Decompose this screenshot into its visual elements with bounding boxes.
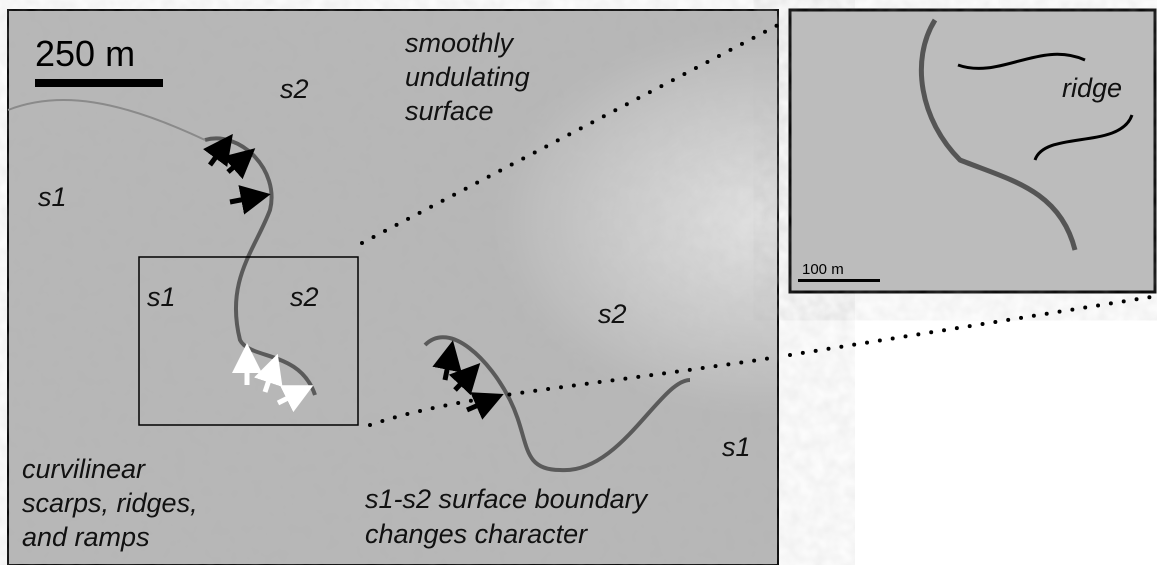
inset-image: 100 m ridge <box>790 10 1155 292</box>
annotation: undulating <box>405 62 530 92</box>
annotation: changes character <box>365 519 588 549</box>
annotation: curvilinear <box>22 454 146 484</box>
surface-label: s1 <box>722 432 751 462</box>
figure: 100 m ridge 250 m s2 s1 s1 s2 s2 s1 smoo… <box>0 0 1157 565</box>
scale-label: 250 m <box>35 33 135 74</box>
annotation: and ramps <box>22 522 150 552</box>
annotation: s1-s2 surface boundary <box>365 484 649 514</box>
scale-bar <box>35 79 163 87</box>
surface-label: s2 <box>598 299 627 329</box>
surface-label: s1 <box>147 282 176 312</box>
surface-label: s1 <box>38 182 67 212</box>
annotation: surface <box>405 96 494 126</box>
annotation: scarps, ridges, <box>22 488 198 518</box>
annotation: smoothly <box>405 28 515 58</box>
inset-label: ridge <box>1062 73 1122 103</box>
inset-scale-label: 100 m <box>802 261 844 278</box>
surface-label: s2 <box>280 74 309 104</box>
surface-label: s2 <box>290 282 319 312</box>
